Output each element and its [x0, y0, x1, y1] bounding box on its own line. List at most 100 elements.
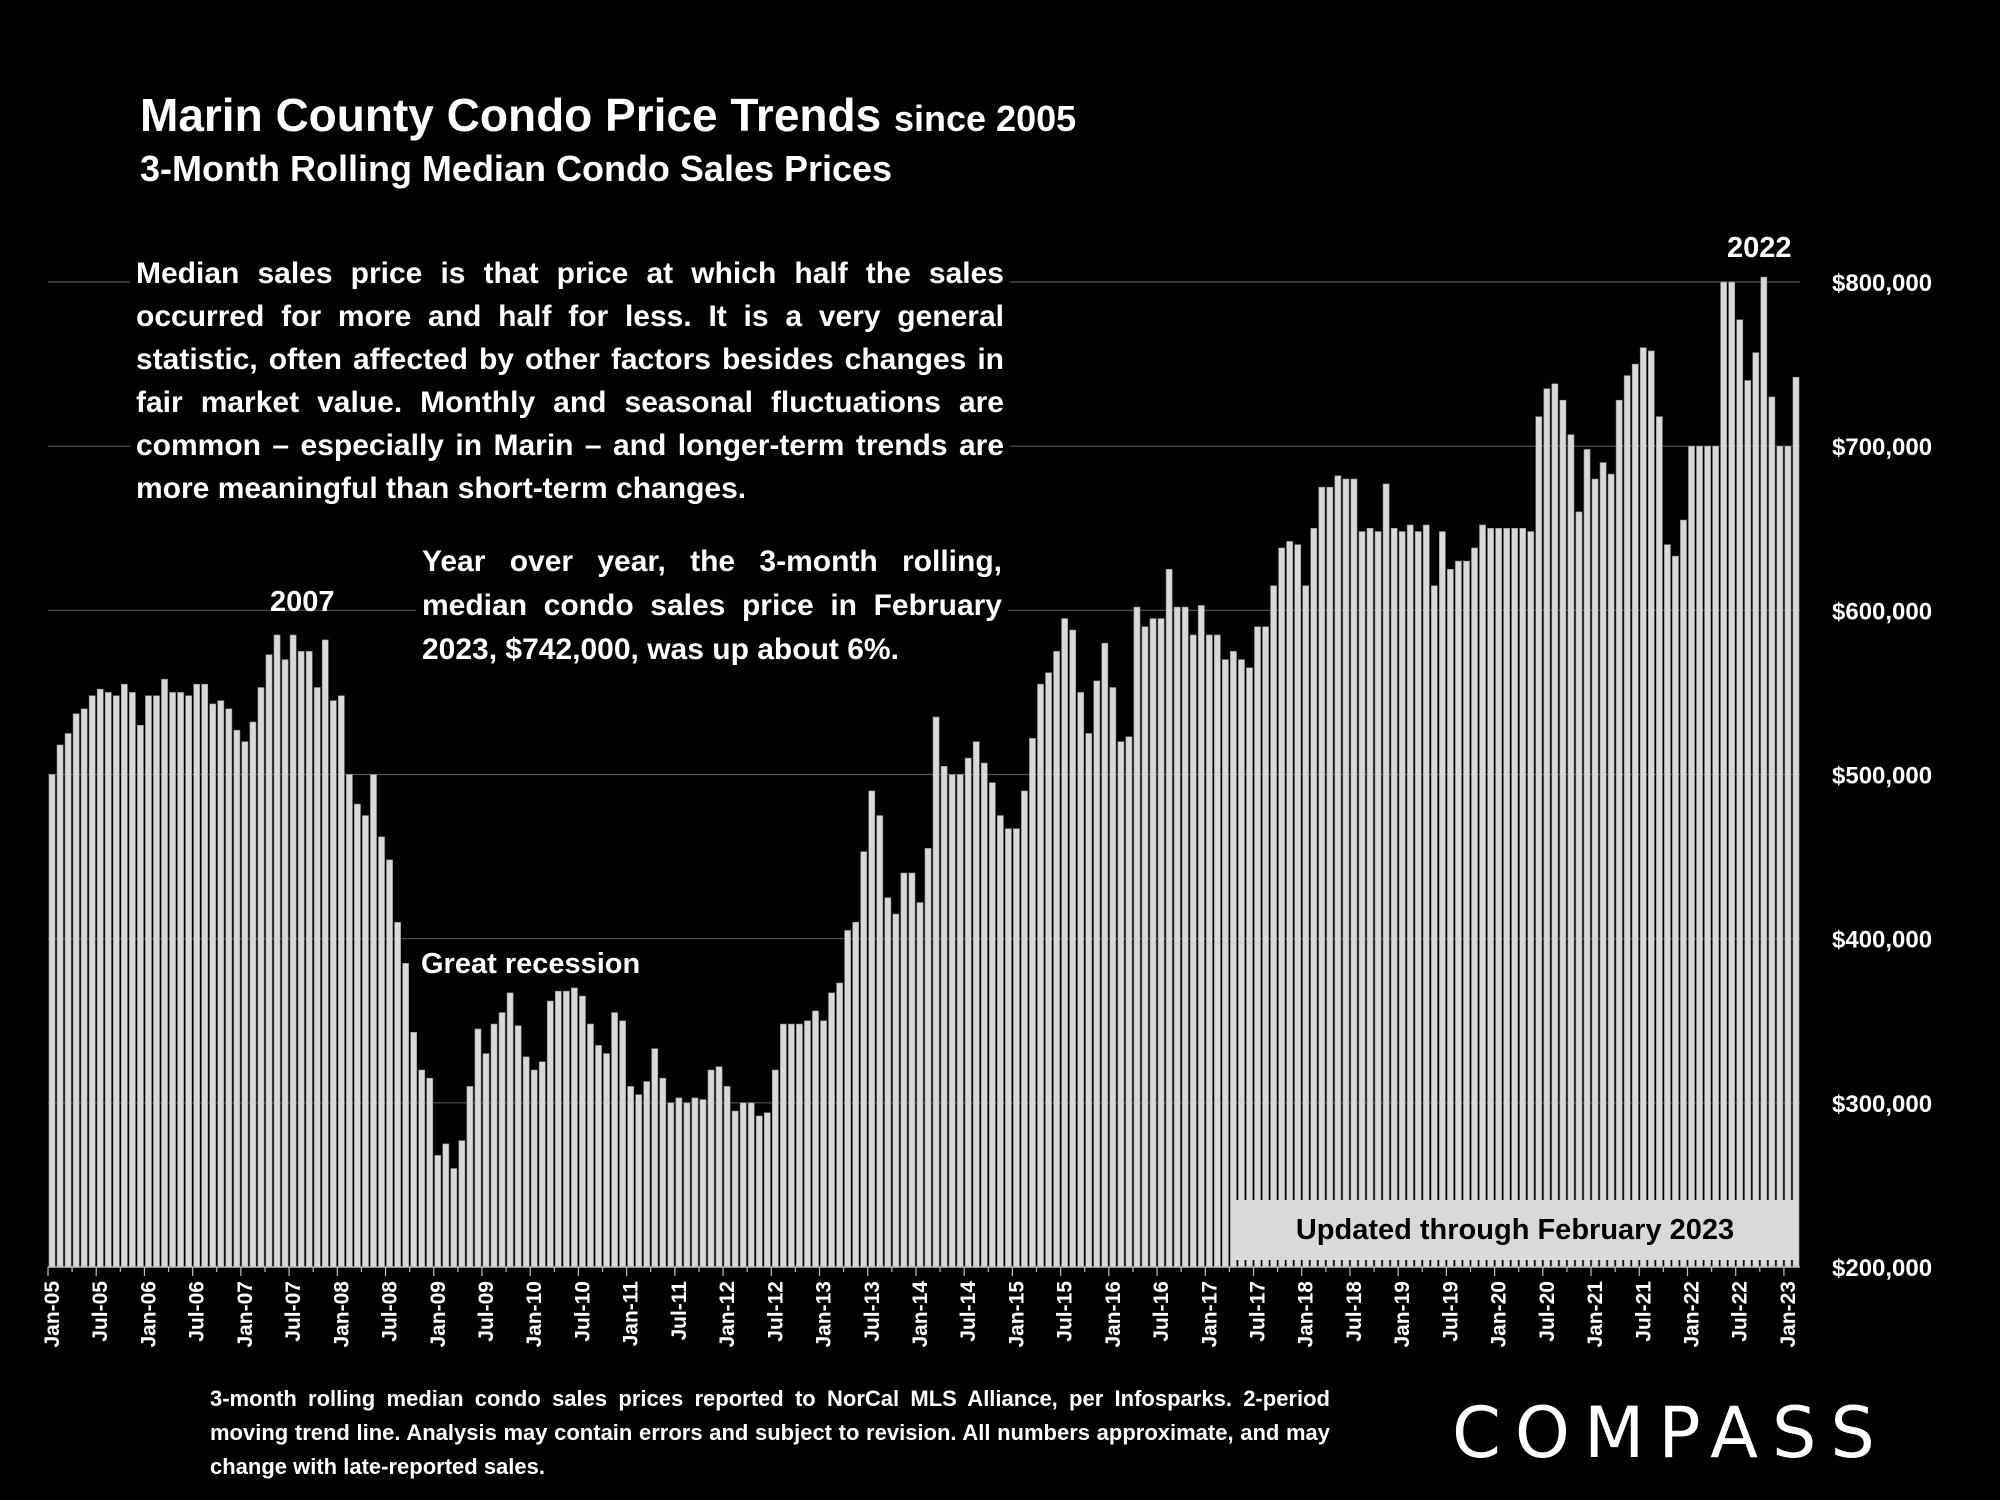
x-axis	[47, 1266, 1800, 1276]
bar	[1599, 462, 1607, 1268]
median-definition-note: Median sales price is that price at whic…	[130, 252, 1010, 510]
bar	[1101, 642, 1109, 1268]
bar	[1744, 380, 1752, 1268]
x-tick-label: Jan-15	[1005, 1281, 1028, 1348]
bar	[1045, 672, 1052, 1268]
bar	[506, 992, 514, 1268]
bar	[273, 634, 281, 1268]
x-tick-label: Jan-10	[523, 1281, 546, 1348]
x-tick-label: Jan-09	[427, 1281, 450, 1348]
bar	[627, 1086, 635, 1268]
bar	[916, 902, 924, 1268]
bar	[1390, 527, 1398, 1268]
x-axis-labels: Jan-05 Jul-05 Jan-06 Jul-06 Jan-07 Jul-07 Jan-…	[41, 1281, 1800, 1348]
x-tick-label: Jul-05	[89, 1281, 112, 1342]
bar	[1005, 828, 1012, 1268]
bar	[1680, 519, 1687, 1268]
bar	[1270, 585, 1277, 1268]
bar	[1583, 449, 1591, 1268]
x-tick-label: Jan-22	[1681, 1281, 1704, 1348]
bar	[1125, 736, 1133, 1268]
bar	[1109, 687, 1117, 1268]
x-tick-label: Jan-21	[1584, 1281, 1607, 1348]
x-tick-label: Jan-12	[716, 1281, 739, 1348]
bar	[1607, 473, 1615, 1268]
x-tick-label: Jan-20	[1488, 1281, 1511, 1348]
bar	[249, 721, 257, 1268]
x-tick-label: Jan-05	[41, 1281, 64, 1348]
bar	[137, 724, 144, 1268]
bar	[1519, 527, 1527, 1268]
x-tick-label: Jul-10	[571, 1281, 594, 1342]
bar	[1382, 483, 1390, 1268]
y-tick-label: $400,000	[1832, 927, 1932, 954]
x-tick-label: Jan-13	[813, 1281, 836, 1348]
bar	[442, 1143, 450, 1268]
bar	[707, 1069, 715, 1268]
x-tick-label: Jul-20	[1536, 1281, 1559, 1342]
bar	[1238, 659, 1245, 1268]
x-tick-label: Jan-07	[234, 1281, 257, 1348]
bar	[780, 1023, 787, 1268]
bar	[884, 897, 892, 1268]
bar	[1664, 544, 1671, 1268]
bar	[161, 678, 168, 1268]
bar	[410, 1031, 418, 1268]
bar	[538, 1061, 546, 1268]
bar	[530, 1069, 538, 1268]
bar	[852, 921, 860, 1268]
bar	[474, 1028, 482, 1268]
bar	[940, 765, 948, 1268]
bar	[120, 683, 128, 1268]
bar	[1165, 568, 1173, 1268]
bar	[297, 651, 305, 1268]
bar	[1286, 541, 1294, 1268]
bar	[48, 774, 56, 1268]
bar	[1230, 651, 1237, 1268]
bar	[1760, 276, 1768, 1268]
bar	[1254, 626, 1261, 1268]
bar	[1294, 544, 1302, 1268]
bar	[1656, 416, 1663, 1268]
x-tick-label: Jul-13	[861, 1281, 884, 1342]
x-tick-label: Jan-14	[909, 1281, 932, 1348]
x-tick-label: Jan-16	[1102, 1281, 1125, 1348]
bar	[80, 708, 88, 1268]
bar	[804, 1020, 811, 1268]
bar	[739, 1102, 747, 1268]
x-tick-label: Jan-17	[1198, 1281, 1221, 1348]
year-over-year-note: Year over year, the 3-month rolling, med…	[416, 540, 1008, 672]
x-tick-label: Jan-08	[330, 1281, 353, 1348]
bar	[1093, 680, 1101, 1268]
x-tick-label: Jan-06	[137, 1281, 160, 1348]
bar	[972, 741, 980, 1268]
bar	[1326, 486, 1334, 1268]
bar	[796, 1023, 803, 1268]
x-tick-label: Jul-07	[282, 1281, 305, 1342]
bar	[619, 1020, 626, 1268]
bar	[675, 1097, 683, 1268]
bar	[812, 1010, 819, 1268]
bar	[1077, 692, 1085, 1268]
bar	[1318, 486, 1326, 1268]
bar	[434, 1155, 442, 1268]
bar	[1511, 527, 1519, 1268]
bar	[402, 962, 409, 1268]
y-tick-label: $700,000	[1832, 434, 1932, 461]
bar	[1551, 383, 1559, 1268]
bar	[1447, 568, 1454, 1268]
bar	[699, 1099, 707, 1268]
x-tick-label: Jul-21	[1632, 1281, 1655, 1342]
bar	[217, 700, 225, 1268]
bar	[225, 708, 233, 1268]
x-tick-label: Jan-11	[620, 1281, 643, 1347]
bar	[1013, 828, 1020, 1268]
bar	[1157, 618, 1165, 1268]
bar	[1149, 618, 1157, 1268]
bar	[1688, 445, 1695, 1268]
bar	[1021, 790, 1028, 1268]
bar	[1414, 531, 1422, 1268]
bar	[1487, 527, 1494, 1268]
bar	[498, 1012, 506, 1268]
bar	[337, 695, 345, 1268]
